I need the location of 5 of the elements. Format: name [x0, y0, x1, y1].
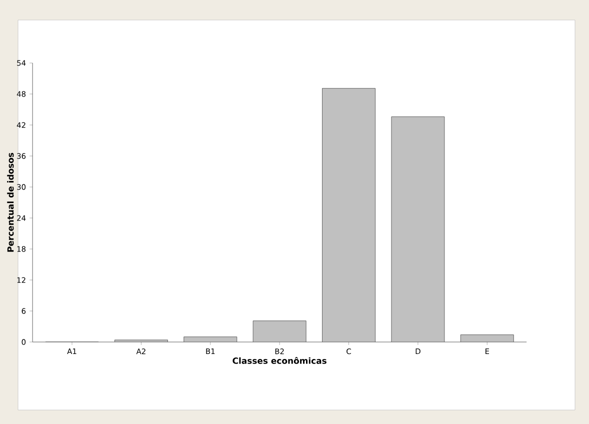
- x-axis-title: Classes econômicas: [232, 357, 326, 364]
- y-axis-title: Percentual de idosos: [7, 152, 14, 252]
- bar: [322, 88, 376, 342]
- bar: [391, 116, 445, 342]
- bar: [252, 320, 306, 342]
